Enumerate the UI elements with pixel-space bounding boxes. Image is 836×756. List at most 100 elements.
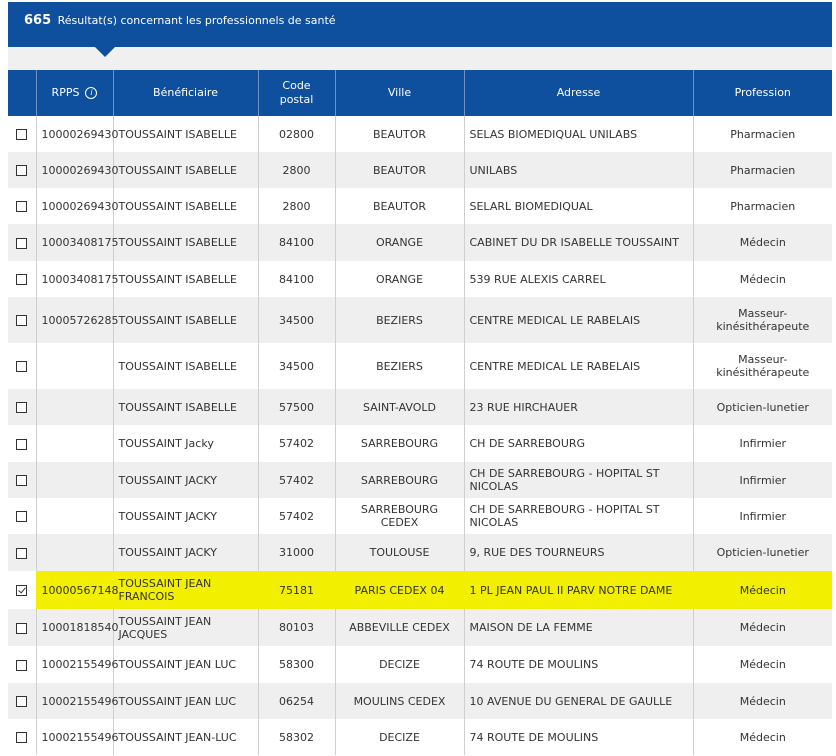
header-ville[interactable]: Ville xyxy=(335,70,465,116)
table-row[interactable]: 10002155496 TOUSSAINT JEAN LUC 06254 MOULIN… xyxy=(8,683,832,719)
adresse-cell: 1 PL JEAN PAUL II PARV NOTRE DAME xyxy=(464,571,694,609)
profession-cell: Médecin xyxy=(693,683,832,719)
row-select-cell xyxy=(8,534,37,571)
profession-cell: Pharmacien xyxy=(693,152,832,188)
table-row[interactable]: TOUSSAINT Jacky 57402 SARREBOURG CH DE SARR… xyxy=(8,425,832,462)
row-select-cell xyxy=(8,609,37,646)
rpps-cell: 10000269430 xyxy=(36,152,118,188)
code-postal-cell: 34500 xyxy=(258,297,336,343)
table-row[interactable]: TOUSSAINT JACKY 57402 SARREBOURG CH DE SARR… xyxy=(8,462,832,498)
adresse-cell: 74 ROUTE DE MOULINS xyxy=(464,719,694,755)
adresse-cell: 9, RUE DES TOURNEURS xyxy=(464,534,694,571)
code-postal-cell: 06254 xyxy=(258,683,336,719)
code-postal-cell: 84100 xyxy=(258,261,336,297)
rpps-cell: 10002155496 xyxy=(36,683,118,719)
row-select-cell xyxy=(8,297,37,343)
table-row[interactable]: TOUSSAINT ISABELLE 57500 SAINT-AVOLD 23 RUE… xyxy=(8,389,832,425)
header-code-postal[interactable]: Code postal xyxy=(258,70,336,116)
table-row[interactable]: 10000567148 TOUSSAINT JEAN FRANCOIS 75181 PA… xyxy=(8,571,832,609)
profession-cell: Opticien-lunetier xyxy=(693,389,832,425)
row-checkbox[interactable] xyxy=(16,585,28,596)
beneficiaire-cell: TOUSSAINT ISABELLE xyxy=(113,116,259,152)
adresse-cell: CH DE SARREBOURG - HOPITAL ST NICOLAS xyxy=(464,498,694,534)
beneficiaire-cell: TOUSSAINT Jacky xyxy=(113,425,259,462)
ville-cell: ORANGE xyxy=(335,224,465,261)
adresse-cell: 539 RUE ALEXIS CARREL xyxy=(464,261,694,297)
table-row[interactable]: TOUSSAINT ISABELLE 34500 BEZIERS CENTRE MED… xyxy=(8,343,832,389)
ville-cell: SARREBOURG CEDEX xyxy=(335,498,465,534)
rpps-cell xyxy=(36,389,114,425)
header-profession[interactable]: Profession xyxy=(693,70,832,116)
results-count: 665 xyxy=(24,13,52,28)
row-checkbox[interactable] xyxy=(16,201,28,212)
ville-cell: BEAUTOR xyxy=(335,188,465,224)
row-checkbox[interactable] xyxy=(16,659,28,671)
rpps-cell: 10000567148 xyxy=(36,571,118,609)
table-row[interactable]: 10002155496 TOUSSAINT JEAN LUC 58300 DECIZE… xyxy=(8,646,832,683)
profession-cell: Médecin xyxy=(693,571,832,609)
beneficiaire-cell: TOUSSAINT JEAN FRANCOIS xyxy=(113,571,259,609)
code-postal-cell: 02800 xyxy=(258,116,336,152)
rpps-cell: 10003408175 xyxy=(36,224,118,261)
beneficiaire-cell: TOUSSAINT JEAN-LUC xyxy=(113,719,259,755)
ville-cell: ORANGE xyxy=(335,261,465,297)
beneficiaire-cell: TOUSSAINT ISABELLE xyxy=(113,224,259,261)
profession-cell: Médecin xyxy=(693,224,832,261)
row-checkbox[interactable] xyxy=(16,402,28,413)
row-checkbox[interactable] xyxy=(16,274,28,285)
row-checkbox[interactable] xyxy=(16,622,28,634)
table-row[interactable]: 10003408175 TOUSSAINT ISABELLE 84100 ORANGE… xyxy=(8,224,832,261)
adresse-cell: 23 RUE HIRCHAUER xyxy=(464,389,694,425)
code-postal-cell: 84100 xyxy=(258,224,336,261)
row-checkbox[interactable] xyxy=(16,438,28,450)
profession-cell: Infirmier xyxy=(693,498,832,534)
ville-cell: DECIZE xyxy=(335,719,465,755)
header-select xyxy=(8,70,37,116)
ville-cell: MOULINS CEDEX xyxy=(335,683,465,719)
row-checkbox[interactable] xyxy=(16,475,28,486)
adresse-cell: 74 ROUTE DE MOULINS xyxy=(464,646,694,683)
row-select-cell xyxy=(8,425,37,462)
profession-cell: Médecin xyxy=(693,646,832,683)
row-select-cell xyxy=(8,462,37,498)
table-row[interactable]: 10000269430 TOUSSAINT ISABELLE 02800 BEAUTO… xyxy=(8,116,832,152)
table-row[interactable]: 10000269430 TOUSSAINT ISABELLE 2800 BEAUTOR… xyxy=(8,152,832,188)
table-row[interactable]: TOUSSAINT JACKY 31000 TOULOUSE 9, RUE DES T… xyxy=(8,534,832,571)
row-checkbox[interactable] xyxy=(16,165,28,176)
table-row[interactable]: TOUSSAINT JACKY 57402 SARREBOURG CEDEX CH D… xyxy=(8,498,832,534)
row-select-cell xyxy=(8,498,37,534)
row-checkbox[interactable] xyxy=(16,361,28,372)
row-checkbox[interactable] xyxy=(16,696,28,707)
table-row[interactable]: 10001818540 TOUSSAINT JEAN JACQUES 80103 AB… xyxy=(8,609,832,646)
row-select-cell xyxy=(8,571,37,609)
beneficiaire-cell: TOUSSAINT ISABELLE xyxy=(113,261,259,297)
header-rpps[interactable]: RPPS i xyxy=(36,70,114,116)
code-postal-cell: 31000 xyxy=(258,534,336,571)
info-icon[interactable]: i xyxy=(85,87,98,99)
rpps-cell xyxy=(36,425,114,462)
table-row[interactable]: 10000269430 TOUSSAINT ISABELLE 2800 BEAUTOR… xyxy=(8,188,832,224)
row-checkbox[interactable] xyxy=(16,732,28,743)
ville-cell: BEAUTOR xyxy=(335,152,465,188)
row-checkbox[interactable] xyxy=(16,511,28,522)
beneficiaire-cell: TOUSSAINT JEAN LUC xyxy=(113,646,259,683)
row-select-cell xyxy=(8,188,37,224)
table-row[interactable]: 10002155496 TOUSSAINT JEAN-LUC 58302 DECIZE… xyxy=(8,719,832,755)
row-checkbox[interactable] xyxy=(16,237,28,249)
code-postal-cell: 57500 xyxy=(258,389,336,425)
ville-cell: SAINT-AVOLD xyxy=(335,389,465,425)
header-beneficiaire[interactable]: Bénéficiaire xyxy=(113,70,259,116)
header-adresse[interactable]: Adresse xyxy=(464,70,694,116)
row-checkbox[interactable] xyxy=(16,129,28,140)
row-checkbox[interactable] xyxy=(16,315,28,326)
profession-cell: Infirmier xyxy=(693,462,832,498)
table-row[interactable]: 10003408175 TOUSSAINT ISABELLE 84100 ORANGE… xyxy=(8,261,832,297)
table-row[interactable]: 10005726285 TOUSSAINT ISABELLE 34500 BEZIER… xyxy=(8,297,832,343)
ville-cell: SARREBOURG xyxy=(335,425,465,462)
row-checkbox[interactable] xyxy=(16,547,28,559)
beneficiaire-cell: TOUSSAINT ISABELLE xyxy=(113,389,259,425)
code-postal-cell: 80103 xyxy=(258,609,336,646)
rpps-cell: 10002155496 xyxy=(36,719,118,755)
adresse-cell: SELAS BIOMEDIQUAL UNILABS xyxy=(464,116,694,152)
ville-cell: BEZIERS xyxy=(335,297,465,343)
